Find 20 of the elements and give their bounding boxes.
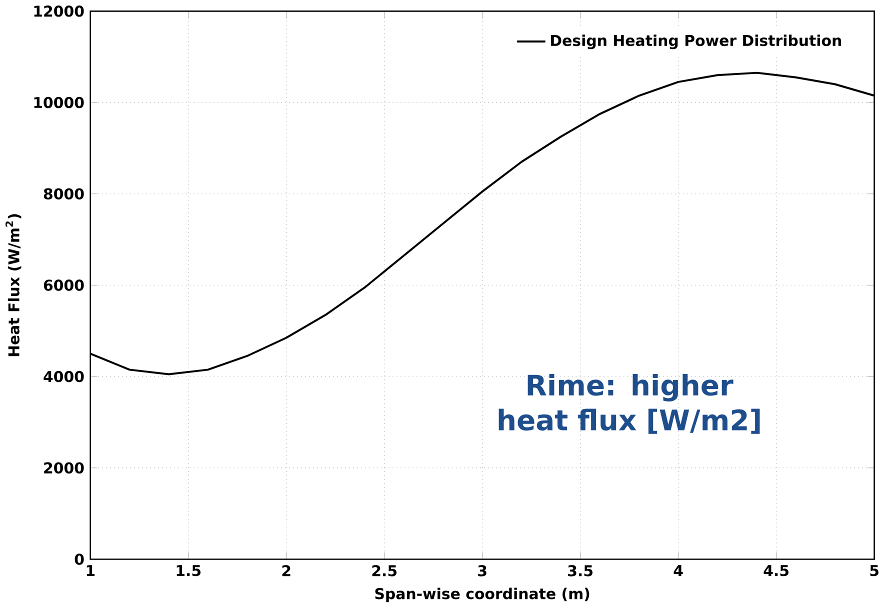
y-tick-label: 8000 <box>44 188 84 200</box>
x-tick-label: 2.5 <box>372 565 397 577</box>
y-axis-title: Heat Flux (W/m$^{2}$) <box>6 214 22 356</box>
x-tick-label: 5 <box>870 565 878 576</box>
annotation: Rime: higher heat flux [W/m2] <box>498 374 760 434</box>
y-tick-label: 6000 <box>44 280 84 291</box>
y-tick-label: 0 <box>74 554 84 566</box>
y-tick-label: 10000 <box>34 97 84 108</box>
x-tick-label: 4.5 <box>764 565 788 576</box>
x-tick-label: 2 <box>282 565 290 576</box>
x-tick-label: 1 <box>86 565 95 576</box>
legend-label: Design Heating Power Distribution <box>551 34 841 50</box>
x-tick-label: 4 <box>674 565 683 576</box>
x-tick-label: 1.5 <box>176 565 201 576</box>
y-tick-label: 4000 <box>44 371 84 382</box>
x-tick-label: 3 <box>478 565 486 577</box>
y-tick-label: 2000 <box>44 462 84 474</box>
x-axis-title: Span-wise coordinate (m) <box>375 588 590 602</box>
y-tick-label: 12000 <box>34 6 84 17</box>
x-tick-label: 3.5 <box>568 565 592 577</box>
